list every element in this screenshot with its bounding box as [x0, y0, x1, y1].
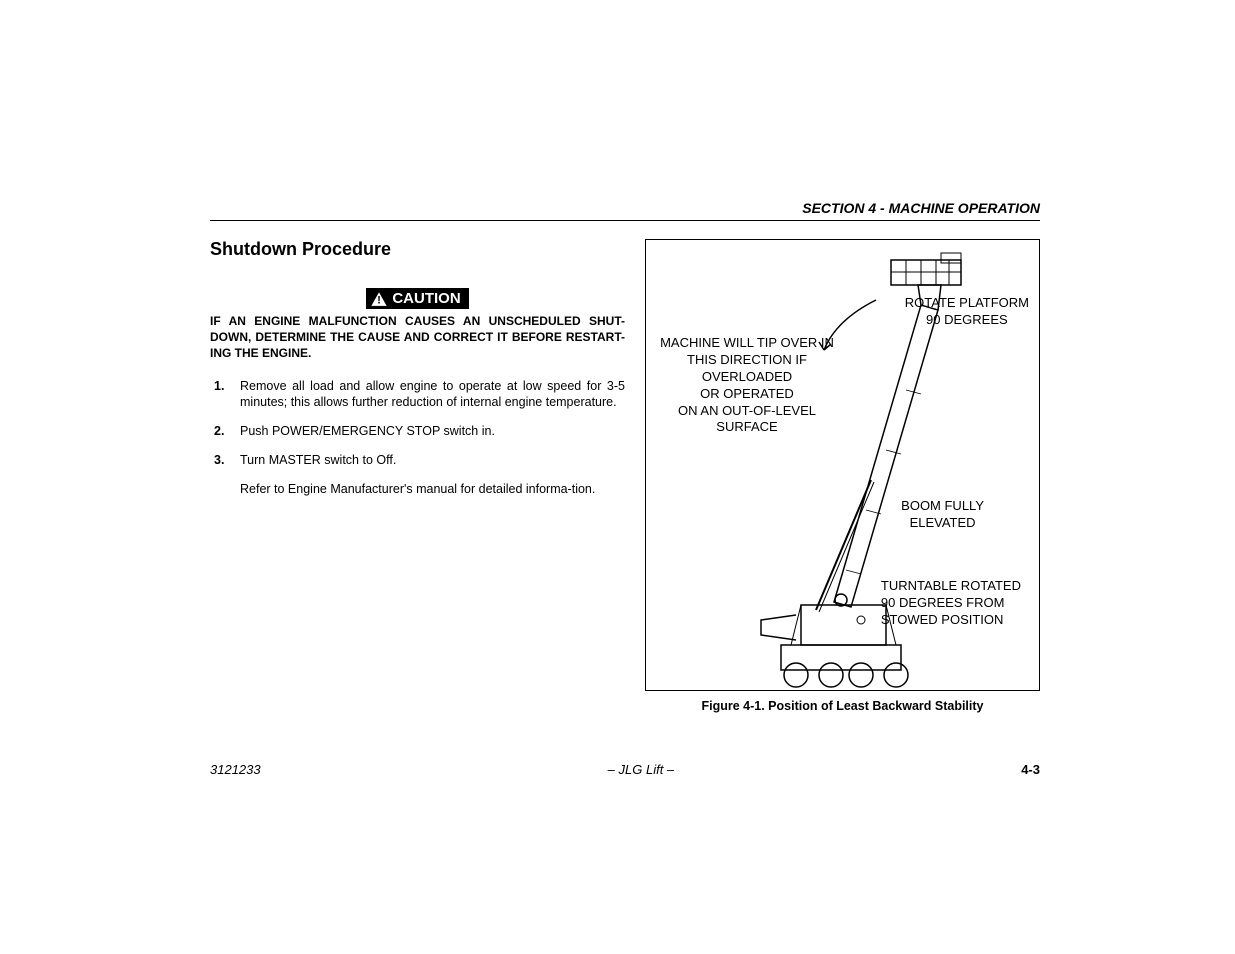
- step-item: 2. Push POWER/EMERGENCY STOP switch in.: [240, 423, 625, 440]
- figure-caption: Figure 4-1. Position of Least Backward S…: [645, 699, 1040, 713]
- label-rotate-platform: ROTATE PLATFORM 90 DEGREES: [905, 295, 1029, 329]
- label-boom-elevated: BOOM FULLY ELEVATED: [901, 498, 984, 532]
- step-text: Push POWER/EMERGENCY STOP switch in.: [240, 424, 495, 438]
- svg-text:!: !: [378, 294, 382, 306]
- right-column: ROTATE PLATFORM 90 DEGREES MACHINE WILL …: [645, 239, 1040, 713]
- step-number: 2.: [214, 423, 224, 440]
- caution-label-container: ! CAUTION: [210, 288, 625, 309]
- caution-warning-text: IF AN ENGINE MALFUNCTION CAUSES AN UNSCH…: [210, 313, 625, 362]
- footer-page-number: 4-3: [1021, 762, 1040, 777]
- procedure-title: Shutdown Procedure: [210, 239, 625, 260]
- step-text: Remove all load and allow engine to oper…: [240, 379, 625, 410]
- footer-brand: – JLG Lift –: [608, 762, 674, 777]
- label-tip-over: MACHINE WILL TIP OVER IN THIS DIRECTION …: [652, 335, 842, 436]
- procedure-steps: 1. Remove all load and allow engine to o…: [210, 378, 625, 470]
- section-header: SECTION 4 - MACHINE OPERATION: [210, 200, 1040, 221]
- refer-text: Refer to Engine Manufacturer's manual fo…: [210, 481, 625, 498]
- left-column: Shutdown Procedure ! CAUTION IF AN ENGIN…: [210, 239, 625, 713]
- label-turntable: TURNTABLE ROTATED 90 DEGREES FROM STOWED…: [881, 578, 1021, 629]
- content-columns: Shutdown Procedure ! CAUTION IF AN ENGIN…: [210, 239, 1040, 713]
- caution-box: ! CAUTION: [366, 288, 468, 309]
- warning-triangle-icon: !: [370, 291, 388, 307]
- step-item: 3. Turn MASTER switch to Off.: [240, 452, 625, 469]
- page-content: SECTION 4 - MACHINE OPERATION Shutdown P…: [210, 200, 1040, 713]
- caution-label-text: CAUTION: [392, 290, 460, 307]
- step-number: 1.: [214, 378, 224, 395]
- figure-box: ROTATE PLATFORM 90 DEGREES MACHINE WILL …: [645, 239, 1040, 691]
- step-text: Turn MASTER switch to Off.: [240, 453, 396, 467]
- step-number: 3.: [214, 452, 224, 469]
- footer-doc-number: 3121233: [210, 762, 261, 777]
- step-item: 1. Remove all load and allow engine to o…: [240, 378, 625, 412]
- page-footer: 3121233 – JLG Lift – 4-3: [210, 762, 1040, 777]
